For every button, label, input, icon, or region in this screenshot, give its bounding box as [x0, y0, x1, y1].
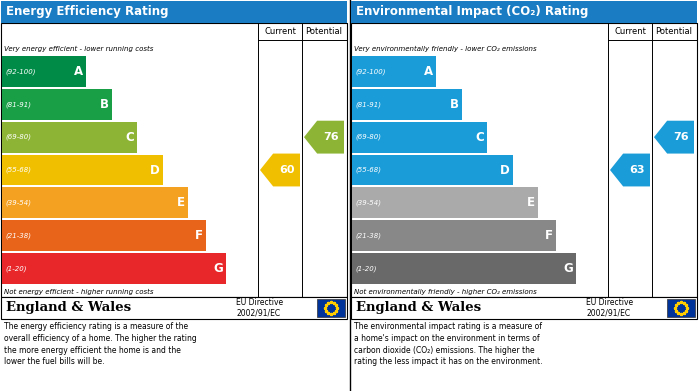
- Text: (69-80): (69-80): [355, 134, 381, 140]
- Text: (81-91): (81-91): [5, 101, 31, 108]
- Text: Very energy efficient - lower running costs: Very energy efficient - lower running co…: [4, 46, 153, 52]
- Text: Very environmentally friendly - lower CO₂ emissions: Very environmentally friendly - lower CO…: [354, 46, 537, 52]
- Text: 76: 76: [323, 132, 338, 142]
- Text: (55-68): (55-68): [5, 167, 31, 173]
- Text: England & Wales: England & Wales: [6, 301, 131, 314]
- Text: Energy Efficiency Rating: Energy Efficiency Rating: [6, 5, 169, 18]
- Text: EU Directive
2002/91/EC: EU Directive 2002/91/EC: [587, 298, 634, 318]
- Bar: [352, 122, 487, 152]
- Text: (81-91): (81-91): [355, 101, 381, 108]
- Bar: [2, 253, 226, 284]
- Text: (39-54): (39-54): [355, 200, 381, 206]
- Text: E: E: [177, 196, 185, 209]
- Bar: [1, 297, 347, 319]
- Bar: [2, 56, 86, 87]
- Text: The energy efficiency rating is a measure of the
overall efficiency of a home. T: The energy efficiency rating is a measur…: [4, 322, 197, 366]
- Bar: [2, 220, 206, 251]
- Text: Not environmentally friendly - higher CO₂ emissions: Not environmentally friendly - higher CO…: [354, 289, 537, 295]
- Text: (39-54): (39-54): [5, 200, 31, 206]
- Text: (21-38): (21-38): [5, 233, 31, 239]
- Text: B: B: [449, 98, 459, 111]
- Bar: [352, 220, 556, 251]
- Text: G: G: [214, 262, 223, 275]
- Bar: [352, 187, 538, 218]
- Bar: [351, 23, 697, 297]
- Bar: [2, 154, 162, 185]
- Text: (69-80): (69-80): [5, 134, 31, 140]
- Text: D: D: [500, 163, 510, 176]
- Text: The environmental impact rating is a measure of
a home's impact on the environme: The environmental impact rating is a mea…: [354, 322, 542, 366]
- Text: C: C: [475, 131, 484, 143]
- Text: Current: Current: [264, 27, 296, 36]
- Text: EU Directive
2002/91/EC: EU Directive 2002/91/EC: [237, 298, 284, 318]
- Text: (55-68): (55-68): [355, 167, 381, 173]
- Bar: [352, 89, 462, 120]
- Text: 63: 63: [629, 165, 644, 175]
- Bar: [1, 23, 347, 297]
- Text: B: B: [99, 98, 108, 111]
- Text: (92-100): (92-100): [5, 68, 36, 75]
- Bar: [352, 154, 512, 185]
- Bar: [317, 299, 345, 317]
- Text: G: G: [564, 262, 573, 275]
- Text: Current: Current: [614, 27, 646, 36]
- Bar: [352, 56, 436, 87]
- Polygon shape: [304, 121, 344, 154]
- Bar: [667, 299, 695, 317]
- Text: A: A: [424, 65, 433, 78]
- Text: 76: 76: [673, 132, 688, 142]
- Text: Potential: Potential: [655, 27, 692, 36]
- Polygon shape: [610, 154, 650, 187]
- Text: (92-100): (92-100): [355, 68, 386, 75]
- Text: Potential: Potential: [305, 27, 342, 36]
- Bar: [2, 122, 137, 152]
- Text: D: D: [150, 163, 160, 176]
- Bar: [351, 297, 697, 319]
- Text: E: E: [527, 196, 535, 209]
- Bar: [351, 1, 697, 23]
- Text: C: C: [125, 131, 134, 143]
- Text: 60: 60: [279, 165, 294, 175]
- Text: A: A: [74, 65, 83, 78]
- Text: (1-20): (1-20): [5, 265, 27, 272]
- Text: (1-20): (1-20): [355, 265, 377, 272]
- Text: F: F: [195, 229, 203, 242]
- Bar: [2, 89, 111, 120]
- Bar: [352, 253, 576, 284]
- Bar: [2, 187, 188, 218]
- Polygon shape: [260, 154, 300, 187]
- Text: Environmental Impact (CO₂) Rating: Environmental Impact (CO₂) Rating: [356, 5, 589, 18]
- Text: (21-38): (21-38): [355, 233, 381, 239]
- Text: England & Wales: England & Wales: [356, 301, 481, 314]
- Text: Not energy efficient - higher running costs: Not energy efficient - higher running co…: [4, 289, 153, 295]
- Bar: [1, 1, 347, 23]
- Polygon shape: [654, 121, 694, 154]
- Text: F: F: [545, 229, 553, 242]
